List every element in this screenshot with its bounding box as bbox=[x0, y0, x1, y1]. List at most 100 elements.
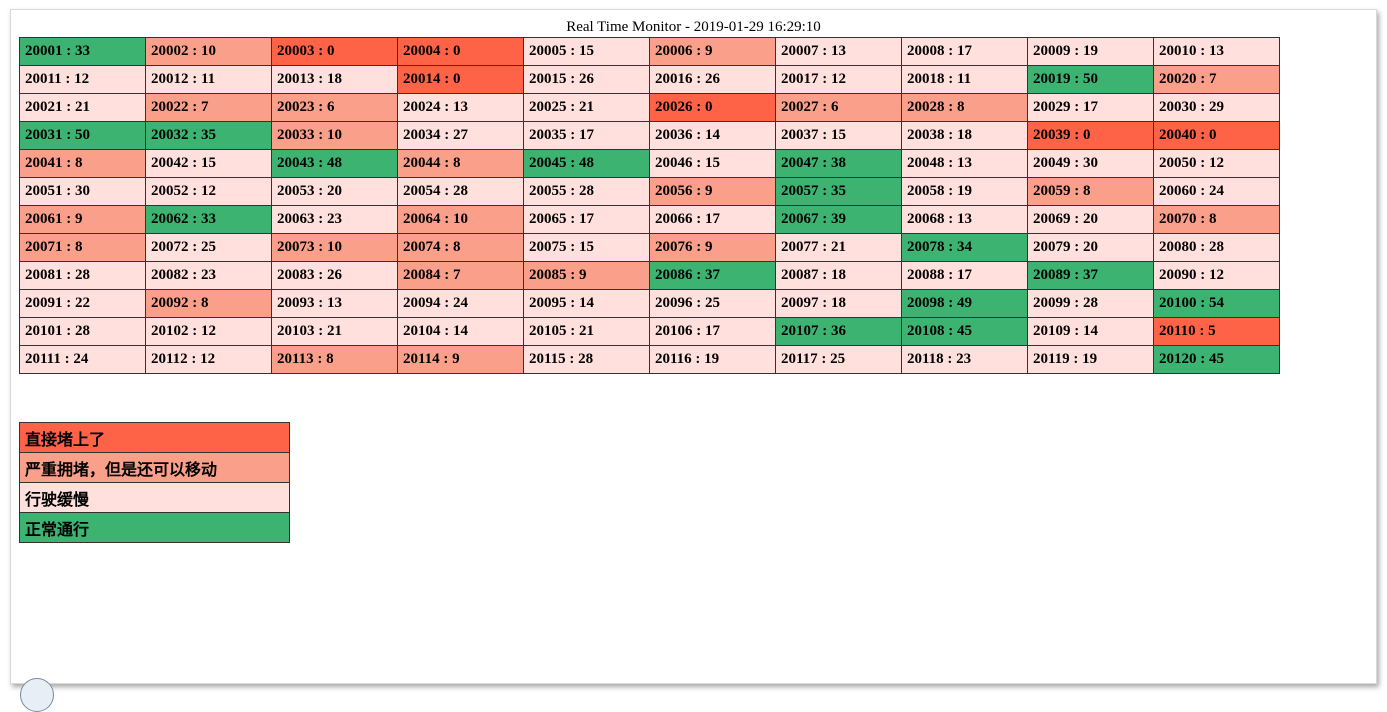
road-status-cell: 20117 : 25 bbox=[775, 345, 902, 374]
grid-row: 20051 : 30 20052 : 12 20053 : 20 20054 : 28… bbox=[19, 177, 1280, 206]
legend-row: 行驶缓慢 bbox=[19, 482, 290, 513]
browser-corner-icon[interactable] bbox=[20, 678, 54, 712]
road-status-cell: 20090 : 12 bbox=[1153, 261, 1280, 290]
road-status-cell: 20099 : 28 bbox=[1027, 289, 1154, 318]
road-status-cell: 20024 : 13 bbox=[397, 93, 524, 122]
road-status-cell: 20048 : 13 bbox=[901, 149, 1028, 178]
road-status-cell: 20032 : 35 bbox=[145, 121, 272, 150]
road-status-cell: 20077 : 21 bbox=[775, 233, 902, 262]
road-status-cell: 20014 : 0 bbox=[397, 65, 524, 94]
road-status-cell: 20084 : 7 bbox=[397, 261, 524, 290]
road-status-cell: 20060 : 24 bbox=[1153, 177, 1280, 206]
road-status-cell: 20105 : 21 bbox=[523, 317, 650, 346]
road-status-cell: 20119 : 19 bbox=[1027, 345, 1154, 374]
road-status-cell: 20046 : 15 bbox=[649, 149, 776, 178]
road-status-cell: 20015 : 26 bbox=[523, 65, 650, 94]
road-status-cell: 20057 : 35 bbox=[775, 177, 902, 206]
legend-row: 直接堵上了 bbox=[19, 422, 290, 453]
grid-row: 20041 : 8 20042 : 15 20043 : 48 20044 : 8 20… bbox=[19, 149, 1280, 178]
road-status-cell: 20026 : 0 bbox=[649, 93, 776, 122]
road-status-cell: 20091 : 22 bbox=[19, 289, 146, 318]
road-status-cell: 20102 : 12 bbox=[145, 317, 272, 346]
road-status-cell: 20061 : 9 bbox=[19, 205, 146, 234]
road-status-cell: 20082 : 23 bbox=[145, 261, 272, 290]
road-status-cell: 20096 : 25 bbox=[649, 289, 776, 318]
grid-row: 20101 : 28 20102 : 12 20103 : 21 20104 : 14… bbox=[19, 317, 1280, 346]
road-status-cell: 20055 : 28 bbox=[523, 177, 650, 206]
road-status-cell: 20039 : 0 bbox=[1027, 121, 1154, 150]
legend-item-congested: 严重拥堵，但是还可以移动 bbox=[19, 452, 290, 483]
road-status-cell: 20035 : 17 bbox=[523, 121, 650, 150]
road-status-cell: 20100 : 54 bbox=[1153, 289, 1280, 318]
road-status-cell: 20051 : 30 bbox=[19, 177, 146, 206]
road-status-cell: 20078 : 34 bbox=[901, 233, 1028, 262]
road-status-cell: 20007 : 13 bbox=[775, 37, 902, 66]
road-status-cell: 20020 : 7 bbox=[1153, 65, 1280, 94]
road-status-cell: 20112 : 12 bbox=[145, 345, 272, 374]
road-status-cell: 20022 : 7 bbox=[145, 93, 272, 122]
legend-item-slow: 行驶缓慢 bbox=[19, 482, 290, 513]
road-status-cell: 20036 : 14 bbox=[649, 121, 776, 150]
road-status-cell: 20115 : 28 bbox=[523, 345, 650, 374]
road-status-cell: 20104 : 14 bbox=[397, 317, 524, 346]
status-legend: 直接堵上了 严重拥堵，但是还可以移动 行驶缓慢 正常通行 bbox=[19, 422, 290, 543]
road-status-cell: 20005 : 15 bbox=[523, 37, 650, 66]
road-status-cell: 20027 : 6 bbox=[775, 93, 902, 122]
road-status-cell: 20113 : 8 bbox=[271, 345, 398, 374]
road-status-cell: 20001 : 33 bbox=[19, 37, 146, 66]
legend-row: 正常通行 bbox=[19, 512, 290, 543]
road-status-cell: 20114 : 9 bbox=[397, 345, 524, 374]
road-status-cell: 20088 : 17 bbox=[901, 261, 1028, 290]
road-status-cell: 20002 : 10 bbox=[145, 37, 272, 66]
road-status-cell: 20021 : 21 bbox=[19, 93, 146, 122]
road-status-cell: 20043 : 48 bbox=[271, 149, 398, 178]
road-status-cell: 20083 : 26 bbox=[271, 261, 398, 290]
status-grid: 20001 : 33 20002 : 10 20003 : 0 20004 : 0 20… bbox=[19, 37, 1280, 374]
road-status-cell: 20101 : 28 bbox=[19, 317, 146, 346]
grid-row: 20111 : 24 20112 : 12 20113 : 8 20114 : 9 20… bbox=[19, 345, 1280, 374]
road-status-cell: 20013 : 18 bbox=[271, 65, 398, 94]
road-status-cell: 20118 : 23 bbox=[901, 345, 1028, 374]
road-status-cell: 20008 : 17 bbox=[901, 37, 1028, 66]
road-status-cell: 20029 : 17 bbox=[1027, 93, 1154, 122]
road-status-cell: 20019 : 50 bbox=[1027, 65, 1154, 94]
road-status-cell: 20068 : 13 bbox=[901, 205, 1028, 234]
road-status-cell: 20074 : 8 bbox=[397, 233, 524, 262]
road-status-cell: 20073 : 10 bbox=[271, 233, 398, 262]
grid-row: 20091 : 22 20092 : 8 20093 : 13 20094 : 24 2… bbox=[19, 289, 1280, 318]
road-status-cell: 20050 : 12 bbox=[1153, 149, 1280, 178]
legend-item-blocked: 直接堵上了 bbox=[19, 422, 290, 453]
road-status-cell: 20006 : 9 bbox=[649, 37, 776, 66]
grid-row: 20001 : 33 20002 : 10 20003 : 0 20004 : 0 20… bbox=[19, 37, 1280, 66]
road-status-cell: 20023 : 6 bbox=[271, 93, 398, 122]
road-status-cell: 20058 : 19 bbox=[901, 177, 1028, 206]
road-status-cell: 20075 : 15 bbox=[523, 233, 650, 262]
road-status-cell: 20087 : 18 bbox=[775, 261, 902, 290]
road-status-cell: 20097 : 18 bbox=[775, 289, 902, 318]
road-status-cell: 20056 : 9 bbox=[649, 177, 776, 206]
road-status-cell: 20089 : 37 bbox=[1027, 261, 1154, 290]
road-status-cell: 20038 : 18 bbox=[901, 121, 1028, 150]
road-status-cell: 20067 : 39 bbox=[775, 205, 902, 234]
road-status-cell: 20107 : 36 bbox=[775, 317, 902, 346]
road-status-cell: 20031 : 50 bbox=[19, 121, 146, 150]
road-status-cell: 20098 : 49 bbox=[901, 289, 1028, 318]
road-status-cell: 20016 : 26 bbox=[649, 65, 776, 94]
road-status-cell: 20062 : 33 bbox=[145, 205, 272, 234]
road-status-cell: 20047 : 38 bbox=[775, 149, 902, 178]
legend-item-normal: 正常通行 bbox=[19, 512, 290, 543]
road-status-cell: 20009 : 19 bbox=[1027, 37, 1154, 66]
browser-viewport: Real Time Monitor - 2019-01-29 16:29:10 … bbox=[10, 9, 1377, 684]
road-status-cell: 20045 : 48 bbox=[523, 149, 650, 178]
road-status-cell: 20108 : 45 bbox=[901, 317, 1028, 346]
road-status-cell: 20037 : 15 bbox=[775, 121, 902, 150]
road-status-cell: 20081 : 28 bbox=[19, 261, 146, 290]
road-status-cell: 20030 : 29 bbox=[1153, 93, 1280, 122]
road-status-cell: 20069 : 20 bbox=[1027, 205, 1154, 234]
road-status-cell: 20063 : 23 bbox=[271, 205, 398, 234]
road-status-cell: 20049 : 30 bbox=[1027, 149, 1154, 178]
road-status-cell: 20085 : 9 bbox=[523, 261, 650, 290]
road-status-cell: 20041 : 8 bbox=[19, 149, 146, 178]
